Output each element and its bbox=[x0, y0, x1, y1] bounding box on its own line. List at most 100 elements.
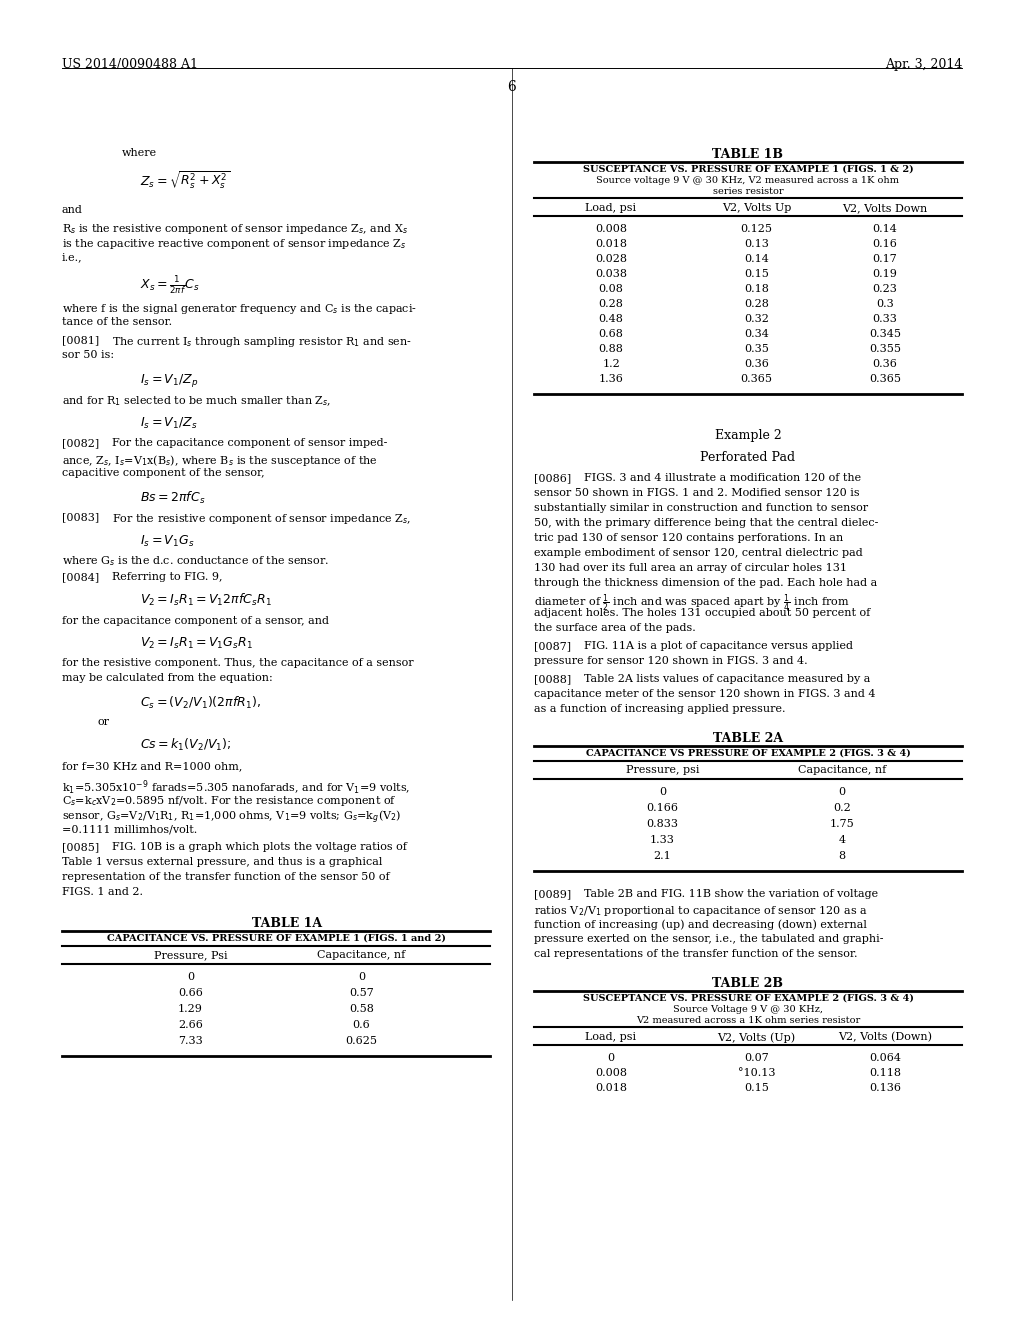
Text: Capacitance, nf: Capacitance, nf bbox=[317, 950, 406, 960]
Text: tric pad 130 of sensor 120 contains perforations. In an: tric pad 130 of sensor 120 contains perf… bbox=[534, 533, 843, 543]
Text: $V_2=I_sR_1=V_1G_sR_1$: $V_2=I_sR_1=V_1G_sR_1$ bbox=[140, 636, 253, 651]
Text: 0.28: 0.28 bbox=[744, 300, 769, 309]
Text: $X_s=\frac{1}{2\pi f}C_s$: $X_s=\frac{1}{2\pi f}C_s$ bbox=[140, 275, 200, 297]
Text: FIG. 10B is a graph which plots the voltage ratios of: FIG. 10B is a graph which plots the volt… bbox=[112, 842, 407, 851]
Text: 0.14: 0.14 bbox=[872, 224, 897, 234]
Text: representation of the transfer function of the sensor 50 of: representation of the transfer function … bbox=[62, 873, 389, 882]
Text: V2, Volts (Down): V2, Volts (Down) bbox=[838, 1032, 932, 1043]
Text: 0.19: 0.19 bbox=[872, 269, 897, 279]
Text: °10.13: °10.13 bbox=[738, 1068, 775, 1078]
Text: function of increasing (up) and decreasing (down) external: function of increasing (up) and decreasi… bbox=[534, 919, 867, 929]
Text: 0.17: 0.17 bbox=[872, 253, 897, 264]
Text: TABLE 2B: TABLE 2B bbox=[713, 977, 783, 990]
Text: For the resistive component of sensor impedance Z$_s$,: For the resistive component of sensor im… bbox=[112, 512, 412, 525]
Text: Source Voltage 9 V @ 30 KHz,: Source Voltage 9 V @ 30 KHz, bbox=[673, 1005, 823, 1014]
Text: $Z_s=\sqrt{R_s^2+X_s^2}$: $Z_s=\sqrt{R_s^2+X_s^2}$ bbox=[140, 170, 230, 191]
Text: and: and bbox=[62, 205, 83, 215]
Text: capacitive component of the sensor,: capacitive component of the sensor, bbox=[62, 469, 264, 478]
Text: 0.57: 0.57 bbox=[349, 987, 374, 998]
Text: 0.34: 0.34 bbox=[744, 329, 769, 339]
Text: 8: 8 bbox=[839, 851, 846, 861]
Text: Example 2: Example 2 bbox=[715, 429, 781, 442]
Text: Apr. 3, 2014: Apr. 3, 2014 bbox=[885, 58, 962, 71]
Text: 0.08: 0.08 bbox=[599, 284, 624, 294]
Text: may be calculated from the equation:: may be calculated from the equation: bbox=[62, 673, 272, 682]
Text: 0.038: 0.038 bbox=[595, 269, 627, 279]
Text: adjacent holes. The holes 131 occupied about 50 percent of: adjacent holes. The holes 131 occupied a… bbox=[534, 609, 870, 618]
Text: 4: 4 bbox=[839, 836, 846, 845]
Text: [0083]: [0083] bbox=[62, 512, 99, 521]
Text: pressure exerted on the sensor, i.e., the tabulated and graphi-: pressure exerted on the sensor, i.e., th… bbox=[534, 935, 884, 944]
Text: Referring to FIG. 9,: Referring to FIG. 9, bbox=[112, 572, 222, 582]
Text: 0.13: 0.13 bbox=[744, 239, 769, 249]
Text: 0.32: 0.32 bbox=[744, 314, 769, 323]
Text: example embodiment of sensor 120, central dielectric pad: example embodiment of sensor 120, centra… bbox=[534, 548, 863, 558]
Text: 1.33: 1.33 bbox=[650, 836, 675, 845]
Text: 0.16: 0.16 bbox=[872, 239, 897, 249]
Text: cal representations of the transfer function of the sensor.: cal representations of the transfer func… bbox=[534, 949, 857, 960]
Text: 0.625: 0.625 bbox=[345, 1036, 378, 1045]
Text: 0: 0 bbox=[658, 787, 666, 797]
Text: Table 1 versus external pressure, and thus is a graphical: Table 1 versus external pressure, and th… bbox=[62, 857, 382, 867]
Text: 0.66: 0.66 bbox=[178, 987, 203, 998]
Text: 1.2: 1.2 bbox=[602, 359, 620, 370]
Text: 0.15: 0.15 bbox=[744, 1082, 769, 1093]
Text: 0.008: 0.008 bbox=[595, 224, 627, 234]
Text: TABLE 1A: TABLE 1A bbox=[252, 917, 323, 931]
Text: 0.365: 0.365 bbox=[740, 374, 772, 384]
Text: tance of the sensor.: tance of the sensor. bbox=[62, 317, 172, 327]
Text: 0.48: 0.48 bbox=[599, 314, 624, 323]
Text: ratios V$_2$/V$_1$ proportional to capacitance of sensor 120 as a: ratios V$_2$/V$_1$ proportional to capac… bbox=[534, 904, 867, 917]
Text: series resistor: series resistor bbox=[713, 187, 783, 195]
Text: The current I$_s$ through sampling resistor R$_1$ and sen-: The current I$_s$ through sampling resis… bbox=[112, 335, 412, 348]
Text: 1.36: 1.36 bbox=[599, 374, 624, 384]
Text: Table 2B and FIG. 11B show the variation of voltage: Table 2B and FIG. 11B show the variation… bbox=[584, 888, 879, 899]
Text: =0.1111 millimhos/volt.: =0.1111 millimhos/volt. bbox=[62, 824, 198, 834]
Text: 7.33: 7.33 bbox=[178, 1036, 203, 1045]
Text: 0.15: 0.15 bbox=[744, 269, 769, 279]
Text: pressure for sensor 120 shown in FIGS. 3 and 4.: pressure for sensor 120 shown in FIGS. 3… bbox=[534, 656, 808, 667]
Text: 130 had over its full area an array of circular holes 131: 130 had over its full area an array of c… bbox=[534, 564, 847, 573]
Text: [0086]: [0086] bbox=[534, 473, 571, 483]
Text: 0.136: 0.136 bbox=[869, 1082, 901, 1093]
Text: SUSCEPTANCE VS. PRESSURE OF EXAMPLE 1 (FIGS. 1 & 2): SUSCEPTANCE VS. PRESSURE OF EXAMPLE 1 (F… bbox=[583, 165, 913, 174]
Text: $I_s=V_1/Z_s$: $I_s=V_1/Z_s$ bbox=[140, 416, 198, 432]
Text: TABLE 2A: TABLE 2A bbox=[713, 733, 783, 744]
Text: is the capacitive reactive component of sensor impedance Z$_s$: is the capacitive reactive component of … bbox=[62, 238, 407, 251]
Text: 0.6: 0.6 bbox=[352, 1020, 371, 1030]
Text: 0.2: 0.2 bbox=[834, 803, 851, 813]
Text: CAPACITANCE VS PRESSURE OF EXAMPLE 2 (FIGS. 3 & 4): CAPACITANCE VS PRESSURE OF EXAMPLE 2 (FI… bbox=[586, 748, 910, 758]
Text: [0085]: [0085] bbox=[62, 842, 99, 851]
Text: $Bs=2\pi fC_s$: $Bs=2\pi fC_s$ bbox=[140, 490, 206, 506]
Text: 0.833: 0.833 bbox=[646, 818, 678, 829]
Text: V2, Volts Up: V2, Volts Up bbox=[722, 203, 792, 213]
Text: as a function of increasing applied pressure.: as a function of increasing applied pres… bbox=[534, 704, 785, 714]
Text: [0081]: [0081] bbox=[62, 335, 99, 345]
Text: For the capacitance component of sensor imped-: For the capacitance component of sensor … bbox=[112, 438, 387, 447]
Text: 50, with the primary difference being that the central dielec-: 50, with the primary difference being th… bbox=[534, 517, 879, 528]
Text: 2.1: 2.1 bbox=[653, 851, 672, 861]
Text: 1.75: 1.75 bbox=[829, 818, 855, 829]
Text: FIGS. 3 and 4 illustrate a modification 120 of the: FIGS. 3 and 4 illustrate a modification … bbox=[584, 473, 861, 483]
Text: substantially similar in construction and function to sensor: substantially similar in construction an… bbox=[534, 503, 868, 513]
Text: US 2014/0090488 A1: US 2014/0090488 A1 bbox=[62, 58, 198, 71]
Text: Load, psi: Load, psi bbox=[586, 203, 637, 213]
Text: or: or bbox=[97, 717, 109, 727]
Text: for f=30 KHz and R=1000 ohm,: for f=30 KHz and R=1000 ohm, bbox=[62, 762, 243, 771]
Text: diameter of $\frac{1}{2}$ inch and was spaced apart by $\frac{1}{4}$ inch from: diameter of $\frac{1}{2}$ inch and was s… bbox=[534, 593, 850, 615]
Text: V2, Volts (Up): V2, Volts (Up) bbox=[718, 1032, 796, 1043]
Text: through the thickness dimension of the pad. Each hole had a: through the thickness dimension of the p… bbox=[534, 578, 878, 587]
Text: V2 measured across a 1K ohm series resistor: V2 measured across a 1K ohm series resis… bbox=[636, 1016, 860, 1026]
Text: Pressure, Psi: Pressure, Psi bbox=[154, 950, 227, 960]
Text: 1.29: 1.29 bbox=[178, 1005, 203, 1014]
Text: R$_s$ is the resistive component of sensor impedance Z$_s$, and X$_s$: R$_s$ is the resistive component of sens… bbox=[62, 222, 409, 236]
Text: $C_s=(V_2/V_1)(2\pi fR_1),$: $C_s=(V_2/V_1)(2\pi fR_1),$ bbox=[140, 696, 261, 711]
Text: 0.23: 0.23 bbox=[872, 284, 897, 294]
Text: 0.345: 0.345 bbox=[869, 329, 901, 339]
Text: 0.14: 0.14 bbox=[744, 253, 769, 264]
Text: 0.18: 0.18 bbox=[744, 284, 769, 294]
Text: [0087]: [0087] bbox=[534, 642, 571, 651]
Text: SUSCEPTANCE VS. PRESSURE OF EXAMPLE 2 (FIGS. 3 & 4): SUSCEPTANCE VS. PRESSURE OF EXAMPLE 2 (F… bbox=[583, 994, 913, 1003]
Text: 0: 0 bbox=[839, 787, 846, 797]
Text: $Cs=k_1(V_2/V_1);$: $Cs=k_1(V_2/V_1);$ bbox=[140, 737, 231, 754]
